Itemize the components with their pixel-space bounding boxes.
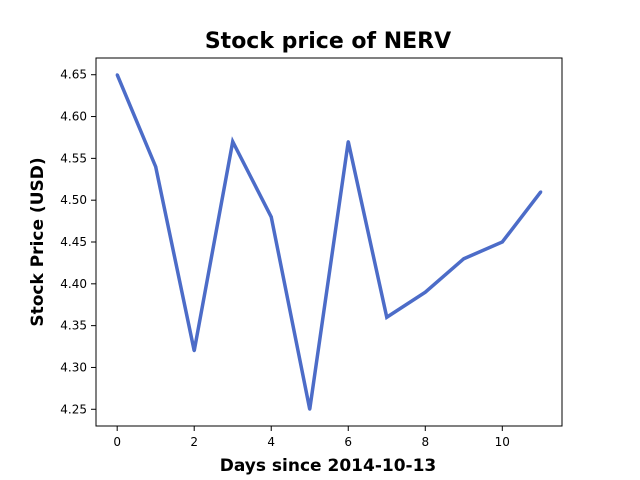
y-tick-label: 4.55	[60, 151, 87, 165]
x-tick-label: 2	[190, 435, 198, 449]
x-tick-label: 4	[267, 435, 275, 449]
data-point	[462, 257, 466, 261]
series-line	[115, 74, 543, 410]
data-point	[115, 73, 119, 77]
data-point	[423, 290, 427, 294]
y-tick-label: 4.25	[60, 402, 87, 416]
y-tick-label: 4.50	[60, 193, 87, 207]
x-axis-label: Days since 2014-10-13	[220, 456, 437, 476]
data-point	[308, 407, 312, 411]
chart-title: Stock price of NERV	[205, 29, 451, 54]
y-tick-label: 4.40	[60, 277, 87, 291]
data-point	[269, 215, 273, 219]
x-axis: 0 2 4 6 8 10	[113, 426, 510, 449]
y-tick-label: 4.65	[60, 68, 87, 82]
data-point	[539, 190, 543, 194]
plot-area	[95, 57, 563, 427]
x-tick-label: 0	[113, 435, 121, 449]
x-tick-label: 6	[344, 435, 352, 449]
y-tick-label: 4.30	[60, 360, 87, 374]
y-tick-label: 4.45	[60, 235, 87, 249]
x-tick-label: 10	[495, 435, 510, 449]
y-axis-label: Stock Price (USD)	[28, 157, 48, 326]
data-point	[192, 349, 196, 353]
data-points	[115, 73, 543, 411]
data-point	[346, 140, 350, 144]
data-point	[154, 165, 158, 169]
y-tick-label: 4.35	[60, 319, 87, 333]
x-tick-label: 8	[421, 435, 429, 449]
y-axis: 4.25 4.30 4.35 4.40 4.45 4.50 4.55 4.60 4.65	[60, 68, 96, 416]
y-tick-label: 4.60	[60, 110, 87, 124]
data-point	[231, 140, 235, 144]
data-point	[385, 315, 389, 319]
data-point	[500, 240, 504, 244]
